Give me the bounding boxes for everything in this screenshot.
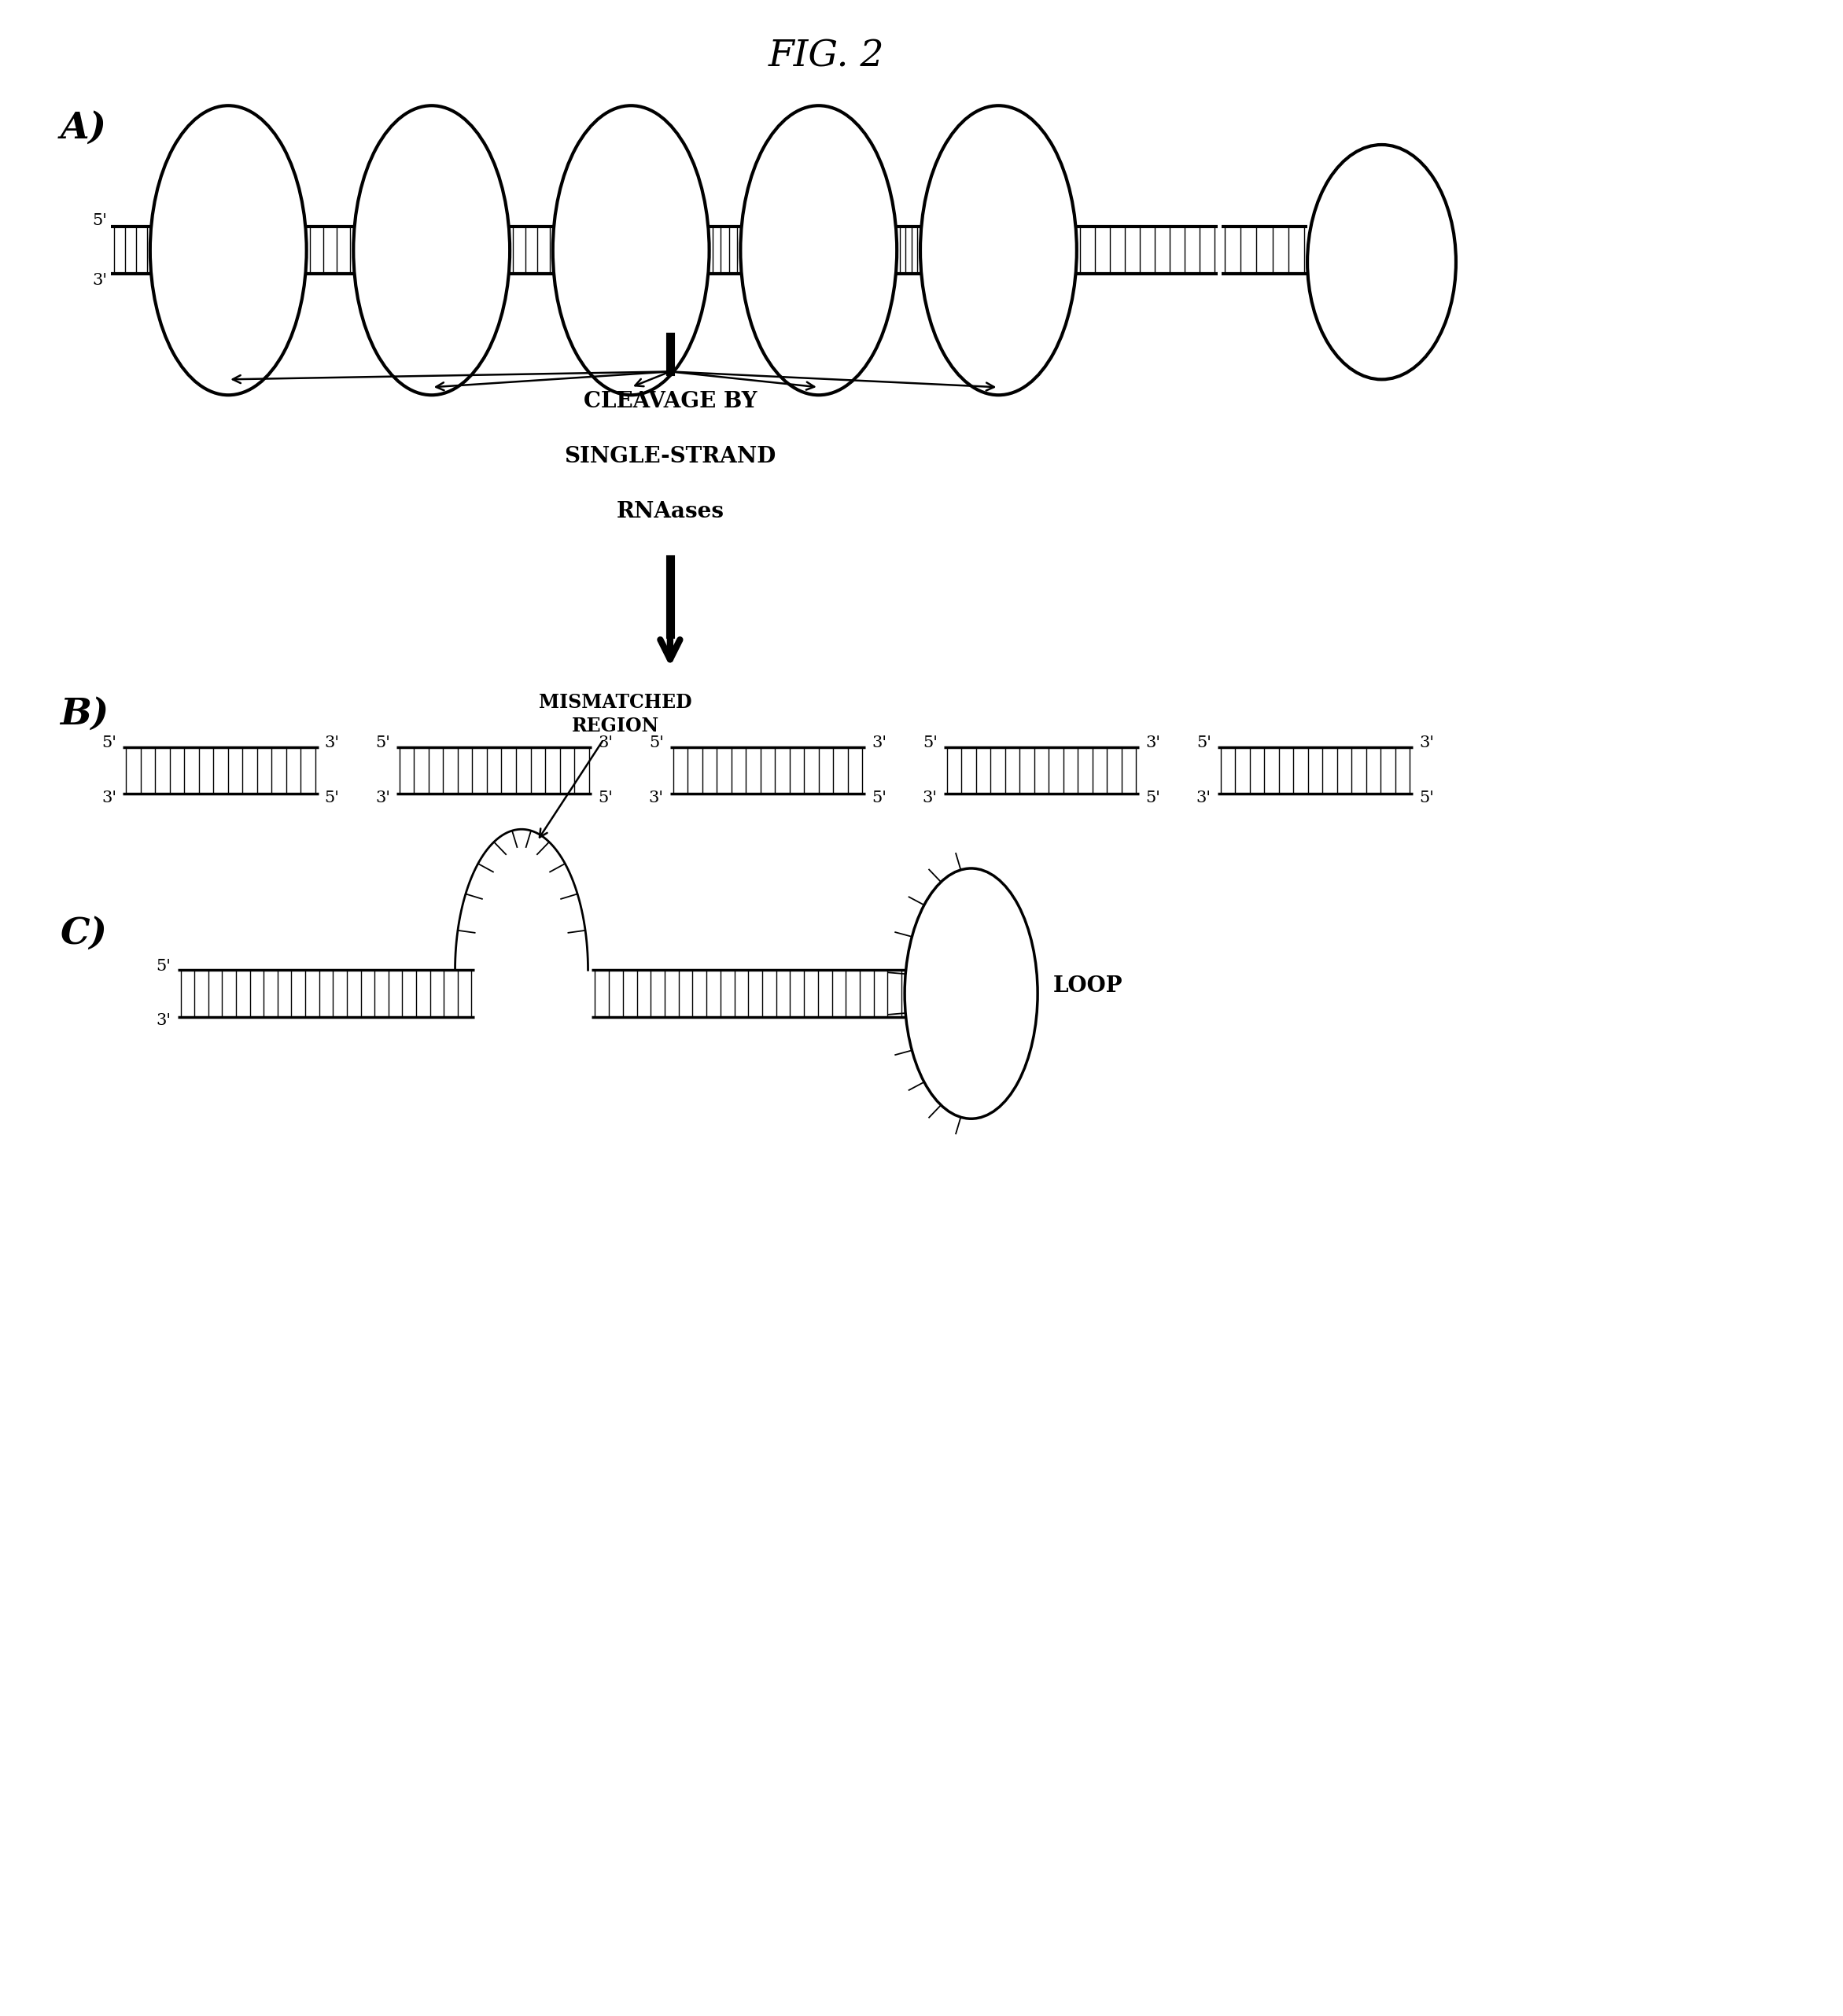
Text: 5': 5' bbox=[599, 790, 614, 806]
Text: 5': 5' bbox=[1419, 790, 1434, 806]
Text: 3': 3' bbox=[649, 790, 663, 806]
Text: 5': 5' bbox=[923, 736, 938, 750]
Text: 5': 5' bbox=[1146, 790, 1161, 806]
Text: 3': 3' bbox=[92, 272, 107, 288]
Text: 5': 5' bbox=[92, 214, 107, 228]
Text: 3': 3' bbox=[324, 736, 339, 750]
Text: 3': 3' bbox=[157, 1014, 171, 1028]
Text: 5': 5' bbox=[376, 736, 391, 750]
Text: 3': 3' bbox=[376, 790, 391, 806]
Text: 3': 3' bbox=[1419, 736, 1434, 750]
Text: 5': 5' bbox=[872, 790, 886, 806]
Text: 5': 5' bbox=[649, 736, 663, 750]
Text: 3': 3' bbox=[1146, 736, 1161, 750]
Text: A): A) bbox=[61, 109, 107, 145]
Text: 3': 3' bbox=[923, 790, 938, 806]
Text: CLEAVAGE BY: CLEAVAGE BY bbox=[584, 391, 757, 413]
Text: 5': 5' bbox=[1196, 736, 1211, 750]
Text: 3': 3' bbox=[1196, 790, 1211, 806]
Text: 3': 3' bbox=[872, 736, 886, 750]
Text: LOOP: LOOP bbox=[1052, 976, 1122, 996]
Text: 5': 5' bbox=[157, 960, 171, 974]
Text: C): C) bbox=[61, 915, 107, 952]
Text: B): B) bbox=[61, 696, 109, 732]
Text: 5': 5' bbox=[324, 790, 339, 806]
Text: 3': 3' bbox=[599, 736, 614, 750]
Text: SINGLE-STRAND: SINGLE-STRAND bbox=[564, 446, 776, 468]
Text: FIG. 2: FIG. 2 bbox=[769, 38, 885, 75]
Text: MISMATCHED
REGION: MISMATCHED REGION bbox=[538, 694, 691, 736]
Text: 3': 3' bbox=[101, 790, 116, 806]
Text: 5': 5' bbox=[101, 736, 116, 750]
Text: RNAases: RNAases bbox=[616, 500, 724, 522]
